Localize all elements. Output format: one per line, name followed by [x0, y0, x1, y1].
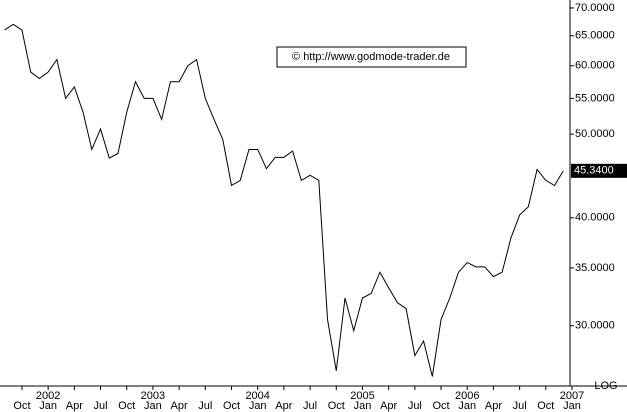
- x-tick-label: Apr: [66, 400, 83, 412]
- x-tick-label: Jan: [354, 400, 372, 412]
- x-tick-label: Oct: [13, 400, 30, 412]
- y-tick-label: 70.0000: [575, 2, 615, 14]
- price-line: [4, 23, 564, 377]
- y-tick-label: 65.0000: [575, 30, 615, 42]
- x-tick-label: Jan: [249, 400, 267, 412]
- x-tick-label: Oct: [328, 400, 345, 412]
- x-tick-label: Jul: [513, 400, 527, 412]
- y-tick-label: 35.0000: [575, 262, 615, 274]
- watermark: © http://www.godmode-trader.de: [292, 51, 450, 63]
- y-tick-label: 60.0000: [575, 60, 615, 72]
- y-tick-label: 55.0000: [575, 92, 615, 104]
- last-value-label: 45.3400: [574, 165, 614, 177]
- x-tick-label: Jan: [563, 400, 581, 412]
- year-label: 2005: [350, 390, 374, 402]
- x-tick-label: Jan: [39, 400, 57, 412]
- year-label: 2003: [141, 390, 165, 402]
- x-tick-label: Apr: [485, 400, 502, 412]
- scale-label: LOG: [594, 380, 617, 392]
- x-tick-label: Apr: [275, 400, 292, 412]
- y-tick-label: 30.0000: [575, 320, 615, 332]
- x-tick-label: Jan: [144, 400, 162, 412]
- year-label: 2006: [455, 390, 479, 402]
- y-tick-label: 40.0000: [575, 212, 615, 224]
- x-tick-label: Oct: [118, 400, 135, 412]
- last-value-box: [571, 163, 627, 178]
- x-tick-label: Oct: [432, 400, 449, 412]
- x-tick-label: Apr: [380, 400, 397, 412]
- y-tick-label: 50.0000: [575, 128, 615, 140]
- x-tick-label: Jul: [303, 400, 317, 412]
- x-tick-label: Jul: [94, 400, 108, 412]
- x-tick-label: Oct: [223, 400, 240, 412]
- x-tick-label: Oct: [537, 400, 554, 412]
- year-label: 2002: [36, 390, 60, 402]
- year-label: 2007: [560, 390, 584, 402]
- x-tick-label: Apr: [171, 400, 188, 412]
- x-tick-label: Jan: [458, 400, 476, 412]
- watermark-box: [276, 46, 467, 68]
- x-tick-label: Jul: [198, 400, 212, 412]
- x-tick-label: Jul: [408, 400, 422, 412]
- year-label: 2004: [245, 390, 269, 402]
